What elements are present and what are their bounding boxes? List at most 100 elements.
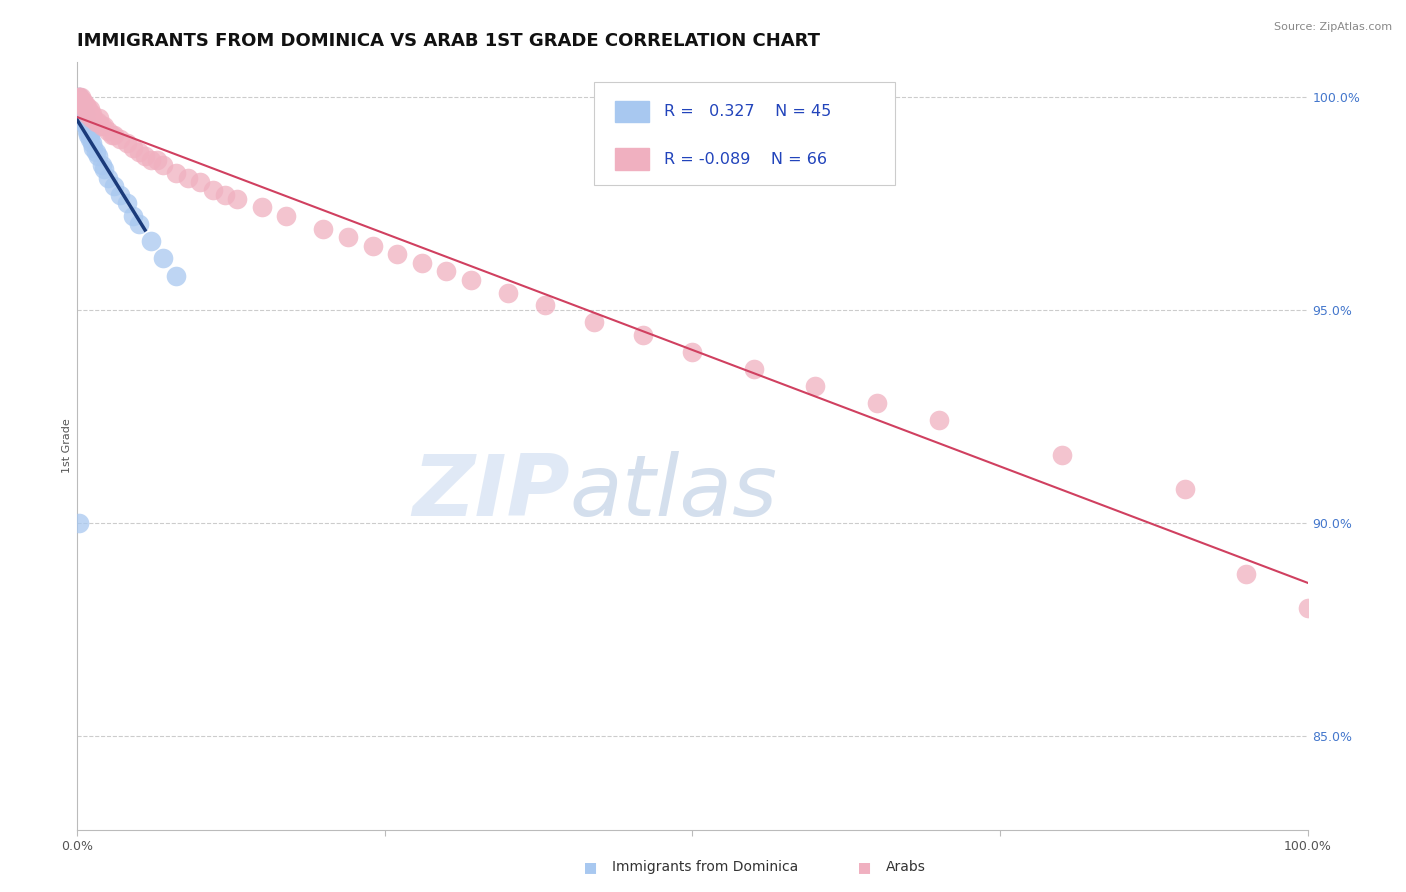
Point	[90, 158, 114, 172]
Point	[84, 115, 107, 129]
Point	[67, 516, 90, 530]
Point	[201, 183, 224, 197]
Point	[67, 89, 90, 103]
Bar	[614, 148, 650, 169]
Point	[152, 252, 174, 266]
Point	[69, 98, 91, 112]
Text: R = -0.089    N = 66: R = -0.089 N = 66	[664, 152, 827, 167]
Point	[87, 149, 110, 163]
Text: atlas: atlas	[569, 450, 778, 533]
Text: Arabs: Arabs	[886, 860, 925, 874]
Point	[84, 145, 107, 159]
Point	[121, 141, 143, 155]
Point	[101, 128, 124, 142]
Point	[1234, 566, 1257, 581]
Point	[188, 175, 212, 189]
Point	[633, 328, 655, 343]
Point	[93, 161, 115, 176]
Point	[583, 315, 606, 329]
Point	[70, 111, 93, 125]
Point	[89, 111, 111, 125]
Point	[75, 115, 97, 129]
Point	[77, 128, 100, 142]
Point	[103, 179, 125, 194]
Point	[70, 106, 93, 120]
Point	[75, 103, 97, 117]
Text: Immigrants from Dominica: Immigrants from Dominica	[612, 860, 797, 874]
Point	[128, 218, 150, 232]
Text: ▪: ▪	[858, 857, 872, 877]
Point	[97, 170, 120, 185]
Point	[67, 89, 90, 103]
Point	[496, 285, 519, 300]
Point	[73, 98, 96, 112]
Point	[866, 396, 889, 410]
Point	[1050, 448, 1073, 462]
Point	[103, 128, 125, 142]
Text: R =   0.327    N = 45: R = 0.327 N = 45	[664, 104, 831, 119]
Point	[82, 136, 104, 151]
Point	[67, 98, 90, 112]
FancyBboxPatch shape	[595, 81, 896, 186]
Point	[73, 111, 96, 125]
Point	[69, 94, 91, 108]
Point	[128, 145, 150, 159]
Point	[70, 106, 93, 120]
Point	[152, 158, 174, 172]
Point	[69, 103, 91, 117]
Point	[97, 123, 120, 137]
Point	[80, 111, 103, 125]
Point	[75, 98, 97, 112]
Point	[70, 89, 93, 103]
Point	[76, 120, 98, 134]
Point	[72, 98, 94, 112]
Point	[337, 230, 360, 244]
Point	[73, 103, 96, 117]
Point	[69, 94, 91, 108]
Point	[276, 209, 298, 223]
Point	[250, 200, 273, 214]
Point	[312, 221, 335, 235]
Point	[115, 196, 138, 211]
Point	[742, 362, 765, 376]
Point	[146, 153, 169, 168]
Point	[73, 106, 96, 120]
Point	[534, 298, 557, 312]
Text: Source: ZipAtlas.com: Source: ZipAtlas.com	[1274, 22, 1392, 32]
Point	[67, 89, 90, 103]
Point	[72, 115, 94, 129]
Point	[76, 123, 98, 137]
Point	[385, 247, 409, 261]
Point	[141, 153, 163, 168]
Point	[70, 94, 93, 108]
Point	[226, 192, 249, 206]
Point	[79, 106, 101, 120]
Point	[928, 413, 950, 427]
Text: IMMIGRANTS FROM DOMINICA VS ARAB 1ST GRADE CORRELATION CHART: IMMIGRANTS FROM DOMINICA VS ARAB 1ST GRA…	[77, 32, 820, 50]
Point	[79, 132, 101, 146]
Y-axis label: 1st Grade: 1st Grade	[62, 418, 72, 474]
Point	[82, 141, 104, 155]
Point	[804, 379, 827, 393]
Point	[134, 149, 156, 163]
Point	[82, 106, 104, 120]
Point	[214, 187, 236, 202]
Point	[110, 187, 132, 202]
Point	[69, 94, 91, 108]
Point	[70, 98, 93, 112]
Point	[82, 111, 104, 125]
Point	[115, 136, 138, 151]
Point	[87, 115, 110, 129]
Point	[110, 132, 132, 146]
Point	[1296, 601, 1319, 615]
Point	[93, 120, 115, 134]
Point	[75, 120, 97, 134]
Point	[76, 106, 98, 120]
Point	[67, 89, 90, 103]
Point	[77, 103, 100, 117]
Bar	[614, 101, 650, 122]
Point	[67, 98, 90, 112]
Point	[165, 166, 187, 180]
Point	[72, 94, 94, 108]
Point	[69, 94, 91, 108]
